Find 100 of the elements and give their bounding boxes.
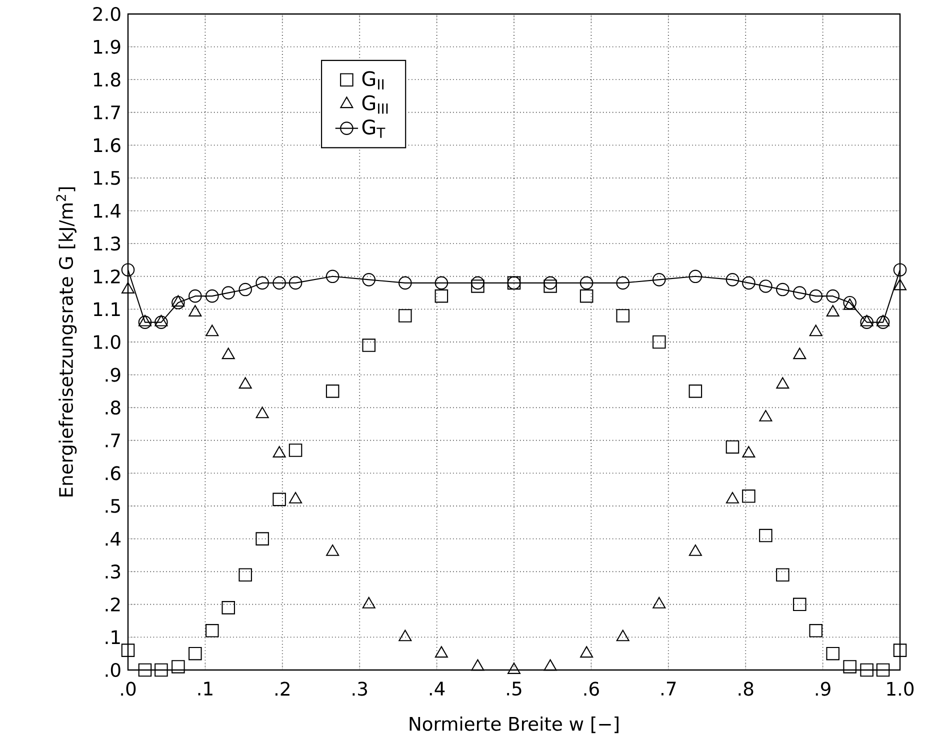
point bbox=[652, 596, 666, 608]
legend-label: G$_{III}$ bbox=[362, 95, 388, 114]
legend-label: G$_{II}$ bbox=[362, 71, 384, 90]
point bbox=[256, 276, 269, 290]
point bbox=[726, 492, 739, 504]
point bbox=[742, 490, 756, 503]
point bbox=[860, 663, 874, 677]
y-tick-label: .1 bbox=[106, 630, 120, 644]
point bbox=[238, 377, 252, 389]
point bbox=[121, 644, 135, 657]
point bbox=[172, 660, 185, 674]
point bbox=[616, 630, 630, 642]
point bbox=[398, 309, 412, 322]
y-tick-label: .8 bbox=[106, 400, 120, 415]
point bbox=[172, 295, 185, 307]
x-tick-label: .4 bbox=[430, 682, 445, 696]
point bbox=[826, 289, 840, 303]
point bbox=[507, 662, 521, 674]
point bbox=[238, 568, 252, 582]
y-tick-label: 1.6 bbox=[94, 138, 120, 152]
point bbox=[809, 324, 822, 336]
point bbox=[272, 446, 286, 458]
point bbox=[726, 273, 740, 286]
point bbox=[172, 296, 185, 310]
point bbox=[893, 278, 907, 290]
point bbox=[742, 446, 756, 458]
point bbox=[759, 280, 772, 293]
point bbox=[222, 286, 236, 300]
x-tick-label: .1 bbox=[198, 682, 212, 696]
point bbox=[138, 316, 152, 329]
x-tick-label: 1.0 bbox=[887, 682, 914, 696]
point bbox=[272, 276, 286, 290]
point bbox=[652, 335, 666, 349]
x-tick-label: .6 bbox=[584, 682, 599, 696]
point bbox=[776, 568, 790, 582]
point bbox=[289, 492, 302, 504]
point bbox=[860, 316, 874, 329]
x-tick-label: .8 bbox=[738, 682, 754, 696]
point bbox=[616, 276, 630, 290]
point bbox=[121, 263, 135, 276]
point bbox=[776, 377, 790, 389]
y-tick-label: 1.0 bbox=[94, 334, 120, 350]
point bbox=[206, 624, 219, 638]
y-tick-label: 1.8 bbox=[94, 72, 120, 87]
point bbox=[793, 348, 806, 360]
point bbox=[222, 601, 236, 614]
point bbox=[326, 384, 340, 398]
y-tick-label: 2.0 bbox=[93, 6, 120, 22]
point bbox=[876, 316, 890, 329]
point bbox=[362, 273, 376, 286]
y-tick-label: .0 bbox=[106, 662, 120, 678]
point bbox=[544, 280, 557, 293]
point bbox=[893, 644, 907, 657]
y-tick-label: 1.4 bbox=[94, 204, 120, 218]
y-tick-label: .4 bbox=[106, 532, 120, 546]
point bbox=[580, 289, 594, 303]
point bbox=[809, 624, 823, 638]
point bbox=[776, 282, 790, 296]
point bbox=[121, 282, 135, 294]
point bbox=[434, 276, 448, 290]
point bbox=[288, 276, 302, 290]
point bbox=[206, 289, 219, 303]
point bbox=[726, 440, 740, 454]
x-tick-label: .2 bbox=[276, 682, 290, 696]
point bbox=[288, 444, 302, 457]
point bbox=[471, 276, 484, 290]
point bbox=[206, 324, 219, 336]
point bbox=[544, 659, 557, 671]
point bbox=[188, 289, 202, 303]
y-tick-label: .5 bbox=[106, 499, 120, 513]
y-tick-label: .3 bbox=[106, 564, 120, 579]
point bbox=[742, 276, 756, 290]
point bbox=[398, 276, 412, 290]
point bbox=[238, 282, 252, 296]
y-tick-label: .6 bbox=[106, 466, 120, 480]
point bbox=[256, 406, 269, 418]
point bbox=[138, 663, 152, 677]
point bbox=[256, 532, 269, 546]
y-tick-label: 1.3 bbox=[94, 236, 120, 251]
point bbox=[544, 276, 557, 290]
point bbox=[272, 492, 286, 506]
point bbox=[652, 273, 666, 286]
y-tick-label: 1.2 bbox=[94, 269, 120, 284]
point bbox=[434, 289, 448, 303]
point bbox=[843, 296, 856, 310]
point bbox=[362, 338, 376, 352]
x-tick-label: .9 bbox=[816, 682, 830, 696]
point bbox=[362, 596, 376, 608]
x-tick-label: .5 bbox=[507, 682, 522, 696]
point bbox=[222, 348, 235, 360]
point bbox=[793, 286, 806, 300]
y-tick-label: 1.5 bbox=[94, 171, 120, 185]
point bbox=[876, 663, 890, 677]
point bbox=[471, 659, 484, 671]
y-tick-label: 1.7 bbox=[94, 106, 120, 120]
point bbox=[616, 309, 630, 322]
point bbox=[154, 316, 168, 329]
y-tick-label: .7 bbox=[106, 434, 120, 448]
point bbox=[793, 598, 806, 612]
x-tick-label: .0 bbox=[121, 682, 136, 696]
